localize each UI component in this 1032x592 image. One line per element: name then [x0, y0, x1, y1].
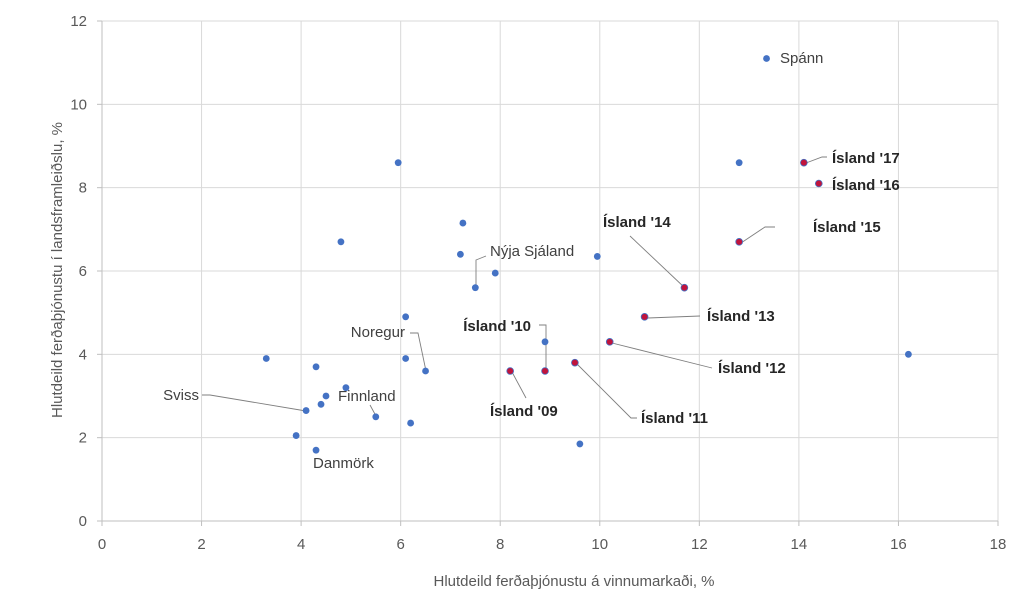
- axes: [97, 20, 999, 526]
- country-point: [541, 338, 549, 346]
- iceland-point: [814, 179, 823, 188]
- country-point: [491, 269, 499, 277]
- leader-line: [202, 394, 307, 412]
- leader-line: [511, 371, 527, 399]
- iceland-point: [605, 338, 614, 346]
- country-point: [471, 284, 479, 292]
- iceland-point: [680, 283, 689, 292]
- point-label: Ísland '12: [718, 360, 786, 377]
- y-tick-label: 8: [79, 180, 87, 197]
- country-point: [372, 413, 380, 421]
- iceland-point: [640, 313, 649, 321]
- country-point: [262, 355, 270, 362]
- country-point: [394, 159, 402, 167]
- x-tick-label: 18: [990, 536, 1007, 553]
- x-tick-label: 10: [591, 536, 608, 553]
- y-tick-label: 10: [70, 96, 87, 113]
- x-tick-label: 0: [98, 536, 106, 553]
- x-tick-label: 12: [691, 536, 708, 553]
- leader-line: [805, 156, 827, 164]
- country-point: [337, 238, 345, 246]
- country-point: [402, 313, 410, 321]
- country-point: [593, 253, 601, 260]
- point-label: Spánn: [780, 50, 823, 67]
- country-point: [422, 367, 429, 375]
- point-label: Noregur: [351, 324, 405, 341]
- iceland-point: [800, 158, 808, 167]
- country-point: [459, 219, 467, 227]
- leader-line: [539, 324, 547, 372]
- point-label: Ísland '13: [707, 308, 775, 325]
- y-tick-label: 2: [79, 430, 87, 447]
- x-tick-label: 6: [396, 536, 404, 553]
- country-point: [302, 407, 310, 414]
- point-labels: Spánn Nýja Sjáland Noregur Sviss Finnland Dan…: [163, 50, 900, 472]
- point-label: Ísland '16: [832, 177, 900, 194]
- iceland-point: [541, 367, 549, 375]
- y-tick-label: 0: [79, 513, 87, 530]
- y-tick-label: 12: [70, 13, 87, 30]
- country-point: [905, 350, 912, 358]
- leader-line: [611, 342, 713, 369]
- point-label: Danmörk: [313, 455, 374, 472]
- point-label: Ísland '15: [813, 219, 881, 236]
- point-label: Ísland '10: [463, 318, 531, 335]
- country-point: [317, 400, 325, 408]
- x-tick-labels: 0 2 4 6 8 10 12 14 16 18: [98, 536, 1007, 553]
- y-axis-title: Hlutdeild ferðaþjónustu í landsframleiðs…: [49, 122, 66, 418]
- point-label: Ísland '14: [603, 214, 671, 231]
- label-leader-lines: [202, 156, 827, 419]
- x-axis-title: Hlutdeild ferðaþjónustu á vinnumarkaði, …: [434, 573, 715, 590]
- country-point: [457, 250, 464, 258]
- country-point: [322, 392, 330, 400]
- leader-line: [740, 226, 775, 244]
- country-point: [763, 55, 770, 62]
- country-point: [576, 440, 584, 448]
- x-tick-label: 4: [297, 536, 305, 553]
- leader-line: [647, 315, 701, 319]
- iceland-point: [506, 367, 514, 375]
- country-point: [342, 384, 350, 392]
- point-label: Sviss: [163, 387, 199, 404]
- iceland-point: [735, 238, 743, 246]
- x-tick-label: 14: [791, 536, 808, 553]
- point-label: Finnland: [338, 388, 396, 405]
- leader-line: [629, 235, 686, 289]
- point-label: Ísland '09: [490, 403, 558, 420]
- country-point: [735, 159, 743, 167]
- country-point: [312, 446, 320, 454]
- country-point: [292, 432, 300, 439]
- y-tick-label: 4: [79, 346, 87, 363]
- y-tick-label: 6: [79, 263, 87, 280]
- point-label: Ísland '17: [832, 150, 900, 167]
- x-tick-label: 8: [496, 536, 504, 553]
- leader-line: [410, 332, 427, 372]
- x-tick-label: 2: [197, 536, 205, 553]
- iceland-point: [571, 358, 579, 367]
- point-label: Ísland '11: [641, 410, 708, 427]
- country-point: [407, 419, 415, 427]
- x-tick-label: 16: [890, 536, 907, 553]
- country-point: [312, 363, 320, 371]
- leader-line: [576, 363, 637, 419]
- point-label: Nýja Sjáland: [490, 243, 574, 260]
- y-tick-labels: 0 2 4 6 8 10 12: [70, 13, 87, 530]
- country-point: [402, 355, 410, 362]
- data-points: [262, 55, 912, 454]
- grid-lines: [102, 20, 999, 521]
- leader-line: [475, 255, 487, 286]
